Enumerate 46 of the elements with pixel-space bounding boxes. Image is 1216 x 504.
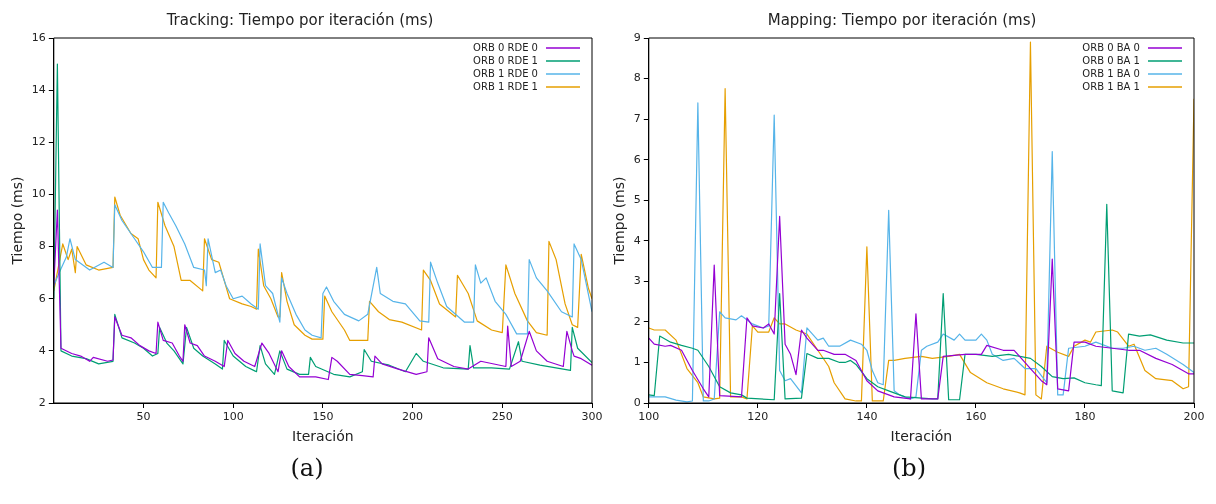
- y-tick-label: 8: [633, 71, 641, 85]
- y-tick-label: 0: [633, 395, 641, 409]
- legend-label: ORB 0 RDE 1: [473, 54, 538, 66]
- x-axis-title: Iteración: [890, 428, 953, 445]
- legend-label: ORB 1 RDE 0: [473, 67, 538, 79]
- legend-label: ORB 1 RDE 1: [473, 80, 538, 92]
- x-tick-label: 200: [1183, 410, 1205, 424]
- legend-label: ORB 0 RDE 0: [473, 41, 538, 53]
- x-tick-label: 150: [312, 410, 334, 424]
- x-axis-title: Iteración: [292, 428, 354, 445]
- y-tick-label: 12: [31, 135, 46, 149]
- y-tick-label: 2: [633, 314, 641, 328]
- y-tick-label: 6: [633, 152, 641, 166]
- y-tick-label: 5: [633, 193, 641, 207]
- x-tick-label: 120: [747, 410, 769, 424]
- y-tick-label: 4: [38, 343, 46, 357]
- y-tick-label: 6: [38, 291, 46, 305]
- y-tick-label: 4: [633, 233, 641, 247]
- x-tick-label: 100: [638, 410, 660, 424]
- y-tick-label: 1: [633, 355, 641, 369]
- legend-label: ORB 0 BA 1: [1082, 54, 1140, 66]
- x-tick-label: 300: [581, 410, 603, 424]
- x-tick-label: 180: [1074, 410, 1096, 424]
- y-tick-label: 3: [633, 274, 641, 288]
- x-tick-label: 100: [222, 410, 244, 424]
- text: (b): [891, 453, 927, 484]
- y-tick-label: 16: [31, 30, 46, 44]
- x-tick-label: 250: [491, 410, 513, 424]
- y-tick-label: 2: [38, 395, 46, 409]
- y-axis-title: Tiempo (ms): [611, 176, 628, 266]
- text: (a): [290, 453, 324, 484]
- chart-title: Tracking: Tiempo por iteración (ms): [165, 10, 434, 29]
- y-tick-label: 8: [38, 239, 46, 253]
- legend-label: ORB 1 BA 0: [1082, 67, 1140, 79]
- x-tick-label: 160: [965, 410, 987, 424]
- y-tick-label: 14: [31, 83, 46, 96]
- y-tick-label: 10: [31, 187, 46, 201]
- x-tick-label: 200: [402, 410, 424, 424]
- x-tick-label: 50: [136, 410, 151, 424]
- x-tick-label: 140: [856, 410, 878, 424]
- legend-label: ORB 1 BA 1: [1082, 80, 1140, 92]
- chart-title: Mapping: Tiempo por iteración (ms): [767, 10, 1037, 29]
- y-axis-title: Tiempo (ms): [9, 176, 26, 266]
- y-tick-label: 9: [633, 30, 641, 44]
- y-tick-label: 7: [633, 111, 641, 125]
- legend-label: ORB 0 BA 0: [1082, 41, 1140, 53]
